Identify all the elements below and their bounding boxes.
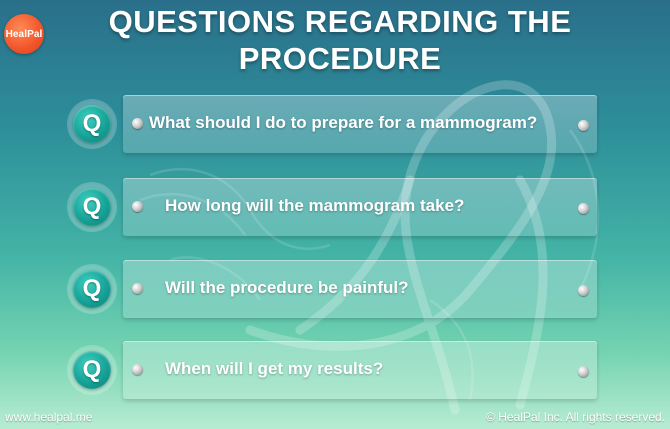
page-title: QUESTIONS REGARDING THE PROCEDURE (70, 3, 610, 77)
question-text: Will the procedure be painful? (165, 278, 409, 297)
question-row[interactable]: Q When will I get my results? (0, 341, 670, 401)
bullet-dot-icon (132, 118, 143, 129)
question-text: What should I do to prepare for a mammog… (149, 113, 538, 132)
q-badge-letter: Q (73, 105, 111, 143)
question-text: How long will the mammogram take? (165, 196, 465, 215)
copyright-text: © HealPal Inc. All rights reserved. (486, 410, 665, 424)
bullet-dot-icon (132, 364, 143, 375)
title-line-2: PROCEDURE (238, 41, 442, 76)
question-row[interactable]: Q How long will the mammogram take? (0, 178, 670, 238)
q-badge: Q (67, 345, 117, 395)
question-card[interactable]: How long will the mammogram take? (123, 178, 597, 236)
bullet-dot-icon (578, 120, 589, 131)
question-card[interactable]: What should I do to prepare for a mammog… (123, 95, 597, 153)
q-badge-letter: Q (73, 188, 111, 226)
bullet-dot-icon (132, 283, 143, 294)
title-line-1: QUESTIONS REGARDING THE (108, 4, 572, 39)
website-link[interactable]: www.healpal.me (5, 410, 93, 424)
question-text: When will I get my results? (165, 359, 384, 378)
bullet-dot-icon (578, 203, 589, 214)
bullet-dot-icon (578, 366, 589, 377)
healpal-logo: HealPal (4, 14, 44, 54)
q-badge-letter: Q (73, 270, 111, 308)
question-card[interactable]: Will the procedure be painful? (123, 260, 597, 318)
bullet-dot-icon (132, 201, 143, 212)
question-row[interactable]: Q Will the procedure be painful? (0, 260, 670, 320)
q-badge: Q (67, 99, 117, 149)
question-row[interactable]: Q What should I do to prepare for a mamm… (0, 95, 670, 155)
q-badge-letter: Q (73, 351, 111, 389)
q-badge: Q (67, 182, 117, 232)
q-badge: Q (67, 264, 117, 314)
bullet-dot-icon (578, 285, 589, 296)
question-card[interactable]: When will I get my results? (123, 341, 597, 399)
